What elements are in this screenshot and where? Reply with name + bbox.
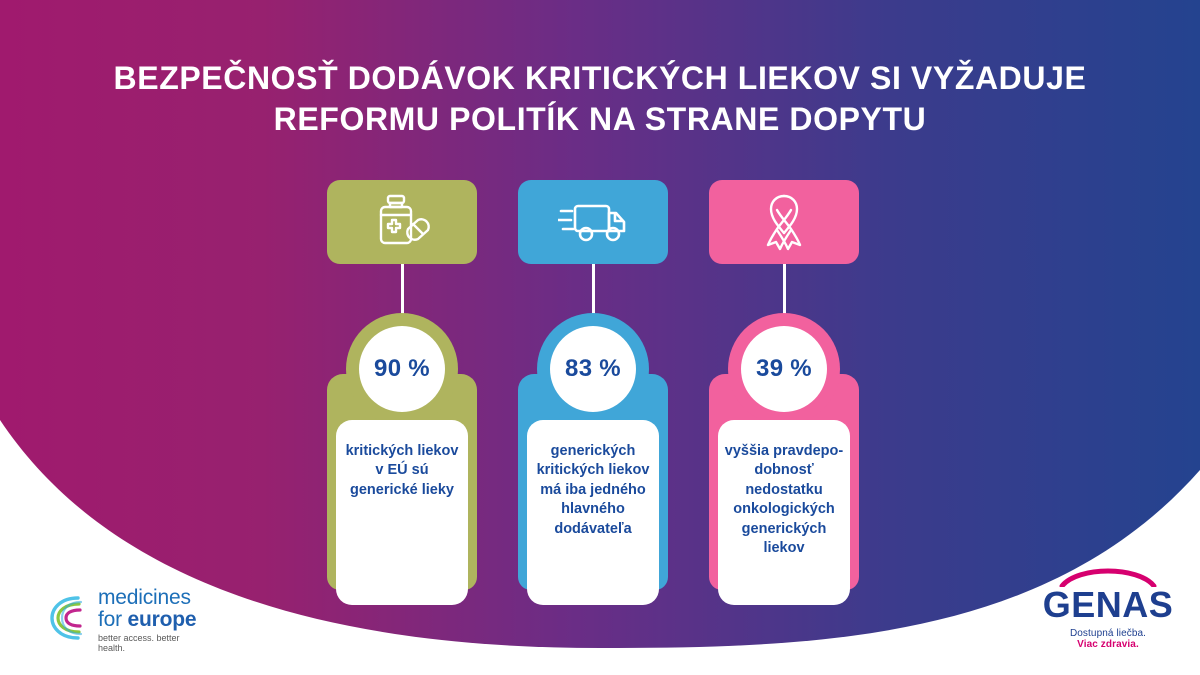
mfe-line-2-light: for: [98, 607, 128, 631]
caption-text: kritických liekov v EÚ sú generické liek…: [345, 443, 459, 498]
stat-card-single-supplier[interactable]: 83 % generických kritických liekov má ib…: [518, 180, 668, 610]
percent-value: 83 %: [565, 355, 621, 382]
connector-line: [592, 264, 595, 320]
icon-plaque: [518, 180, 668, 264]
page-title: BEZPEČNOSŤ DODÁVOK KRITICKÝCH LIEKOV SI …: [0, 58, 1200, 140]
percent-badge: 83 %: [537, 313, 649, 425]
percent-badge: 39 %: [728, 313, 840, 425]
genas-wordmark: GENAS: [1042, 584, 1174, 625]
stat-card-generic-share[interactable]: 90 % kritických liekov v EÚ sú generické…: [327, 180, 477, 610]
awareness-ribbon-icon: [755, 192, 813, 252]
pill-bottle-icon: [370, 193, 434, 251]
title-line-2: REFORMU POLITÍK NA STRANE DOPYTU: [273, 100, 927, 137]
percent-badge-inner: 39 %: [741, 326, 827, 412]
percent-badge-inner: 83 %: [550, 326, 636, 412]
genas-tagline-2: Viac zdravia.: [1077, 639, 1139, 650]
caption-text: generických kritických liekov má iba jed…: [536, 443, 650, 537]
caption-text: vyššia pravdepo-dobnosť nedostatku onkol…: [724, 443, 844, 557]
mfe-tagline: better access. better health.: [98, 632, 180, 653]
caption-card: vyššia pravdepo-dobnosť nedostatku onkol…: [718, 420, 850, 605]
percent-value: 39 %: [756, 355, 812, 382]
mfe-line-2-bold: europe: [127, 607, 197, 631]
medicines-for-europe-logo[interactable]: medicines for europe better access. bett…: [48, 586, 208, 653]
title-line-1: BEZPEČNOSŤ DODÁVOK KRITICKÝCH LIEKOV SI …: [113, 60, 1087, 96]
genas-arc-icon: [1028, 565, 1188, 587]
stat-card-oncology-shortage[interactable]: 39 % vyššia pravdepo-dobnosť nedostatku …: [709, 180, 859, 610]
icon-plaque: [709, 180, 859, 264]
percent-value: 90 %: [374, 355, 430, 382]
delivery-truck-icon: [558, 196, 628, 248]
connector-line: [401, 264, 404, 320]
caption-card: generických kritických liekov má iba jed…: [527, 420, 659, 605]
mfe-swoosh-icon: [48, 593, 92, 648]
genas-logo[interactable]: GENAS Dostupná liečba. Viac zdravia.: [1028, 565, 1188, 650]
mfe-line-1: medicines: [98, 586, 191, 609]
connector-line: [783, 264, 786, 320]
mfe-line-2: for europe: [98, 609, 208, 630]
percent-badge: 90 %: [346, 313, 458, 425]
percent-badge-inner: 90 %: [359, 326, 445, 412]
genas-tagline-1: Dostupná liečba.: [1069, 628, 1147, 639]
caption-card: kritických liekov v EÚ sú generické liek…: [336, 420, 468, 605]
icon-plaque: [327, 180, 477, 264]
